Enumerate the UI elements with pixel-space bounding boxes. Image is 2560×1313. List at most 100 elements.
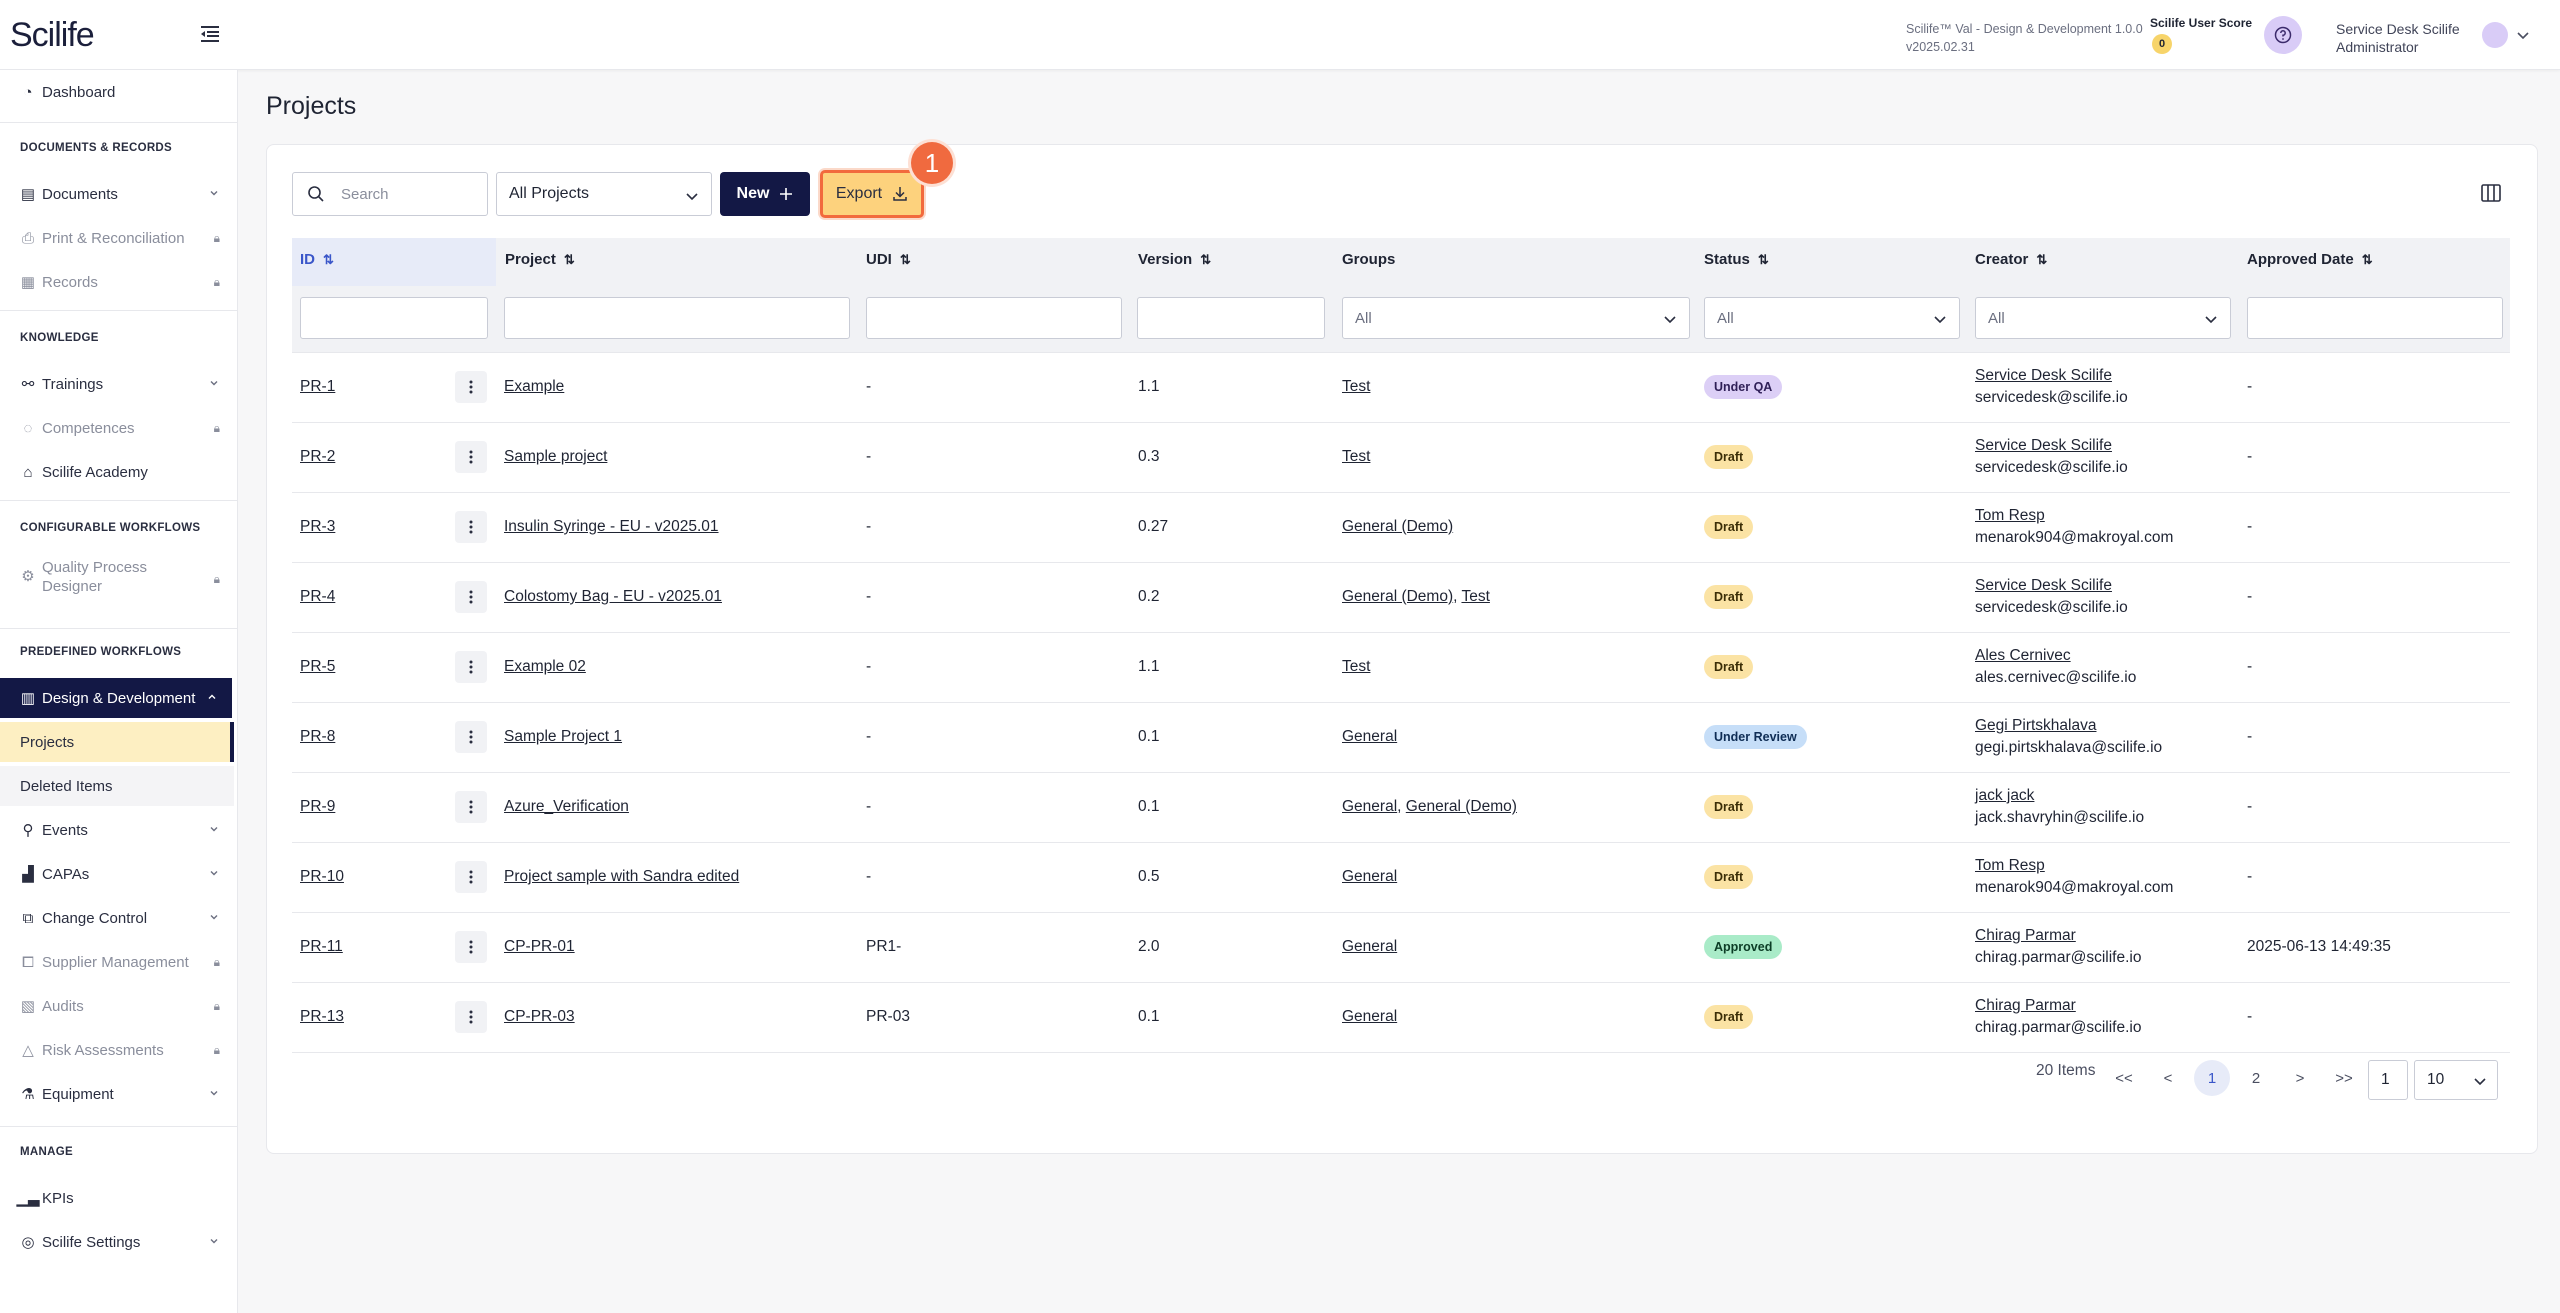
table-row[interactable] — [292, 352, 2510, 422]
creator-link[interactable]: Tom Resp — [1975, 507, 2045, 524]
row-id-link[interactable]: PR-2 — [300, 448, 336, 465]
row-id-link[interactable]: PR-1 — [300, 378, 336, 395]
row-id-link[interactable]: PR-3 — [300, 518, 336, 535]
group-link[interactable]: General (Demo) — [1342, 588, 1454, 605]
creator-link[interactable]: Tom Resp — [1975, 857, 2045, 874]
row-actions-button[interactable] — [455, 861, 487, 893]
column-header-id[interactable]: ID ⇅ — [300, 251, 334, 268]
search-input[interactable]: Search — [292, 172, 488, 216]
filter-project-input[interactable] — [504, 297, 850, 339]
row-actions-button[interactable] — [455, 511, 487, 543]
row-project-link[interactable]: Azure_Verification — [504, 798, 629, 815]
table-row[interactable] — [292, 632, 2510, 702]
group-link[interactable]: General — [1342, 1008, 1398, 1025]
table-row[interactable] — [292, 562, 2510, 632]
row-actions-button[interactable] — [455, 371, 487, 403]
filter-id-input[interactable] — [300, 297, 488, 339]
sidebar-item-capas[interactable]: ▟ CAPAs — [0, 854, 234, 894]
row-id-link[interactable]: PR-11 — [300, 938, 343, 955]
group-link[interactable]: General — [1342, 938, 1398, 955]
group-link[interactable]: General — [1342, 868, 1398, 885]
row-actions-button[interactable] — [455, 441, 487, 473]
row-actions-button[interactable] — [455, 651, 487, 683]
row-id-link[interactable]: PR-5 — [300, 658, 336, 675]
filter-approved-date-input[interactable] — [2247, 297, 2503, 339]
first-page-button[interactable]: << — [2115, 1069, 2133, 1087]
group-link[interactable]: General — [1342, 728, 1398, 745]
collapse-menu-icon[interactable] — [198, 22, 222, 46]
row-project-link[interactable]: Insulin Syringe - EU - v2025.01 — [504, 518, 719, 535]
table-row[interactable] — [292, 982, 2510, 1052]
table-row[interactable] — [292, 842, 2510, 912]
column-header-version[interactable]: Version ⇅ — [1138, 251, 1212, 268]
group-link[interactable]: Test — [1461, 588, 1490, 605]
group-link[interactable]: General — [1342, 798, 1398, 815]
sidebar-item-trainings[interactable]: ⚯ Trainings — [0, 364, 234, 404]
row-project-link[interactable]: Colostomy Bag - EU - v2025.01 — [504, 588, 722, 605]
table-row[interactable] — [292, 772, 2510, 842]
table-row[interactable] — [292, 422, 2510, 492]
row-id-link[interactable]: PR-8 — [300, 728, 336, 745]
row-id-link[interactable]: PR-10 — [300, 868, 344, 885]
row-id-link[interactable]: PR-13 — [300, 1008, 344, 1025]
row-project-link[interactable]: Project sample with Sandra edited — [504, 868, 740, 885]
columns-icon[interactable] — [2480, 182, 2502, 204]
table-row[interactable] — [292, 492, 2510, 562]
row-project-link[interactable]: Sample Project 1 — [504, 728, 623, 745]
avatar[interactable] — [2482, 22, 2508, 48]
sidebar-item-dashboard[interactable]: ◔ Dashboard — [0, 72, 234, 112]
creator-link[interactable]: Gegi Pirtskhalava — [1975, 717, 2097, 734]
sidebar-item-events[interactable]: ⚲ Events — [0, 810, 234, 850]
row-id-link[interactable]: PR-4 — [300, 588, 336, 605]
prev-page-button[interactable]: < — [2163, 1069, 2173, 1087]
row-project-link[interactable]: Example 02 — [504, 658, 586, 675]
sidebar-item-kpis[interactable]: ▁▃ KPIs — [16, 1189, 74, 1208]
group-link[interactable]: Test — [1342, 658, 1371, 675]
sidebar-item-equipment[interactable]: ⚗ Equipment — [0, 1074, 234, 1114]
chevron-down-icon[interactable] — [2516, 28, 2530, 42]
filter-version-input[interactable] — [1137, 297, 1325, 339]
creator-link[interactable]: Service Desk Scilife — [1975, 437, 2112, 454]
group-link[interactable]: Test — [1342, 378, 1371, 395]
filter-creator-select[interactable]: All — [1975, 297, 2231, 339]
table-row[interactable] — [292, 702, 2510, 772]
creator-link[interactable]: jack jack — [1975, 787, 2035, 804]
column-header-status[interactable]: Status ⇅ — [1704, 251, 1769, 268]
sidebar-item-documents[interactable]: ▤ Documents — [0, 174, 234, 214]
creator-link[interactable]: Service Desk Scilife — [1975, 367, 2112, 384]
creator-link[interactable]: Chirag Parmar — [1975, 997, 2076, 1014]
filter-groups-select[interactable]: All — [1342, 297, 1690, 339]
column-header-udi[interactable]: UDI ⇅ — [866, 251, 911, 268]
table-row[interactable] — [292, 912, 2510, 982]
page-2-button[interactable]: 2 — [2251, 1069, 2261, 1087]
new-button[interactable]: New — [720, 172, 810, 216]
row-actions-button[interactable] — [455, 581, 487, 613]
row-project-link[interactable]: CP-PR-01 — [504, 938, 575, 955]
row-actions-button[interactable] — [455, 791, 487, 823]
creator-link[interactable]: Service Desk Scilife — [1975, 577, 2112, 594]
user-info[interactable]: Service Desk Scilife Administrator — [2336, 21, 2460, 55]
sidebar-item-scilife-academy[interactable]: ⌂ Scilife Academy — [0, 452, 234, 492]
export-button[interactable]: Export — [820, 170, 924, 218]
sidebar-item-deleted-items[interactable]: Deleted Items — [0, 766, 234, 806]
help-button[interactable] — [2264, 16, 2302, 54]
row-project-link[interactable]: Sample project — [504, 448, 608, 465]
row-id-link[interactable]: PR-9 — [300, 798, 336, 815]
project-filter-select[interactable]: All Projects — [496, 172, 712, 216]
filter-status-select[interactable]: All — [1704, 297, 1960, 339]
group-link[interactable]: General (Demo) — [1342, 518, 1454, 535]
page-1-button[interactable]: 1 — [2194, 1060, 2230, 1096]
next-page-button[interactable]: > — [2295, 1069, 2305, 1087]
column-header-approved-date[interactable]: Approved Date ⇅ — [2247, 251, 2373, 268]
scilife-logo[interactable]: Scilife — [10, 16, 95, 54]
sidebar-item-design-development[interactable]: ▥ Design & Development — [0, 678, 232, 718]
row-project-link[interactable]: Example — [504, 378, 565, 395]
column-header-project[interactable]: Project ⇅ — [505, 251, 575, 268]
group-link[interactable]: Test — [1342, 448, 1371, 465]
row-actions-button[interactable] — [455, 931, 487, 963]
goto-page-input[interactable]: 1 — [2368, 1060, 2408, 1100]
group-link[interactable]: General (Demo) — [1405, 798, 1517, 815]
row-actions-button[interactable] — [455, 1001, 487, 1033]
sidebar-item-projects[interactable]: Projects — [0, 722, 234, 762]
sidebar-item-scilife-settings[interactable]: ◎ Scilife Settings — [0, 1222, 234, 1262]
